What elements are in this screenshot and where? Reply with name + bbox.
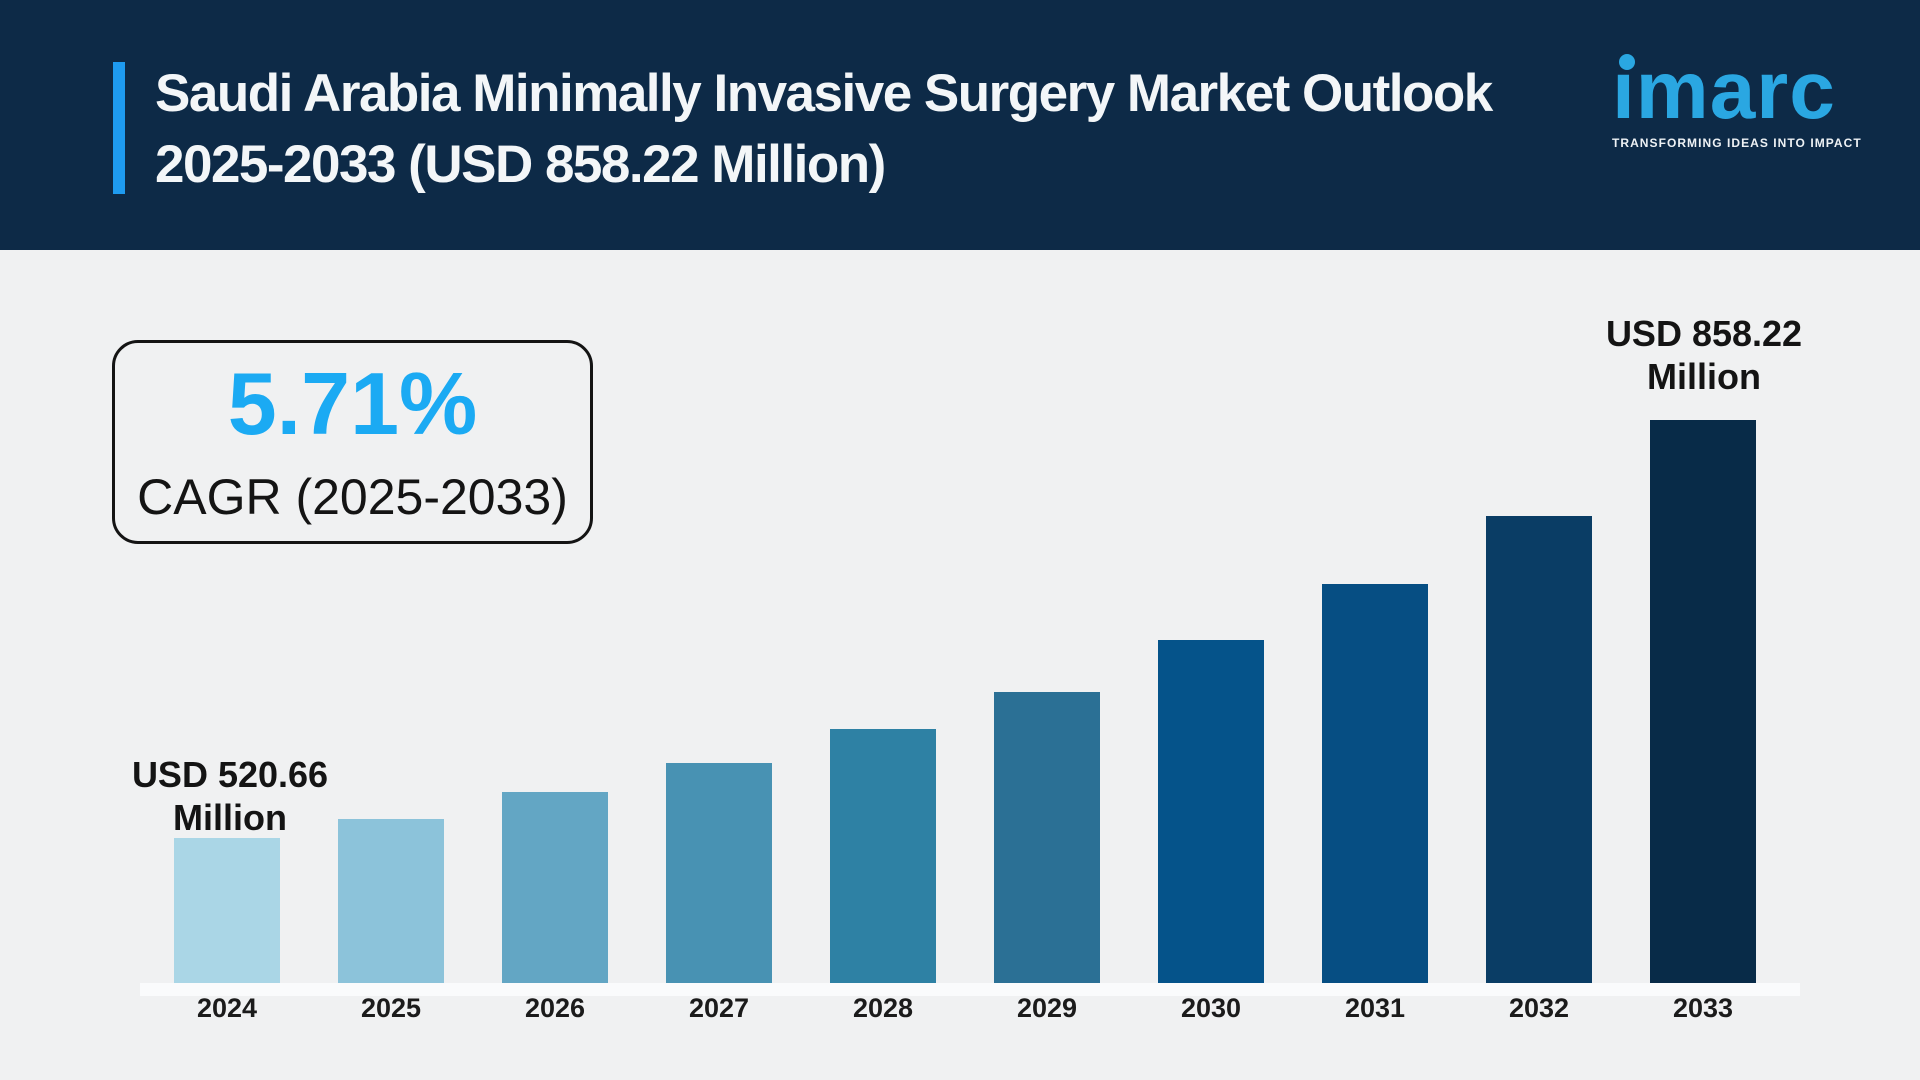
title-accent-bar [113, 62, 125, 194]
bar-2033: 2033 [1650, 420, 1756, 1023]
logo-wordmark: ımarc [1612, 50, 1836, 132]
first-bar-value-line2: Million [173, 797, 287, 838]
last-bar-value-line2: Million [1647, 356, 1761, 397]
x-axis-tick-2026: 2026 [524, 993, 586, 1023]
page-title-line2: 2025-2033 (USD 858.22 Million) [155, 135, 886, 194]
x-axis-tick-2032: 2032 [1508, 993, 1570, 1023]
cagr-label: CAGR (2025-2033) [137, 469, 568, 525]
bar-2027: 2027 [666, 763, 772, 1023]
x-axis-tick-2033: 2033 [1672, 993, 1734, 1023]
bar-2030: 2030 [1158, 640, 1264, 1023]
logo-wordmark-text: ımarc [1612, 45, 1836, 136]
bar-chart: 2024 2025 2026 2027 2028 2029 2030 2031 2032 2033 [174, 250, 1756, 1023]
page-title-line1: Saudi Arabia Minimally Invasive Surgery … [155, 64, 1493, 123]
logo-tagline: TRANSFORMING IDEAS INTO IMPACT [1612, 136, 1862, 150]
imarc-logo: ımarc TRANSFORMING IDEAS INTO IMPACT [1612, 50, 1872, 151]
last-bar-value-label: USD 858.22 Million [1534, 312, 1874, 398]
logo-i-dot-icon [1619, 54, 1635, 70]
x-axis-tick-2024: 2024 [196, 993, 258, 1023]
bar-2025: 2025 [338, 819, 444, 1023]
bar-2028: 2028 [830, 729, 936, 1023]
bar-2029: 2029 [994, 692, 1100, 1023]
x-axis-tick-2031: 2031 [1344, 993, 1406, 1023]
header-banner: Saudi Arabia Minimally Invasive Surgery … [0, 0, 1920, 250]
x-axis-tick-2028: 2028 [852, 993, 914, 1023]
cagr-callout-box: 5.71% CAGR (2025-2033) [112, 340, 593, 544]
bar-2026: 2026 [502, 792, 608, 1023]
first-bar-value-label: USD 520.66 Million [60, 753, 400, 839]
page-title: Saudi Arabia Minimally Invasive Surgery … [155, 58, 1493, 200]
x-axis-tick-2029: 2029 [1016, 993, 1078, 1023]
last-bar-value-line1: USD 858.22 [1605, 313, 1803, 354]
bar-2024: 2024 [174, 838, 280, 1023]
bar-2031: 2031 [1322, 584, 1428, 1023]
first-bar-value-line1: USD 520.66 [131, 754, 329, 795]
x-axis-tick-2025: 2025 [360, 993, 422, 1023]
x-axis-tick-2027: 2027 [688, 993, 750, 1023]
chart-baseline [140, 983, 1800, 996]
x-axis-tick-2030: 2030 [1180, 993, 1242, 1023]
cagr-value: 5.71% [227, 354, 478, 453]
bar-2032: 2032 [1486, 516, 1592, 1023]
